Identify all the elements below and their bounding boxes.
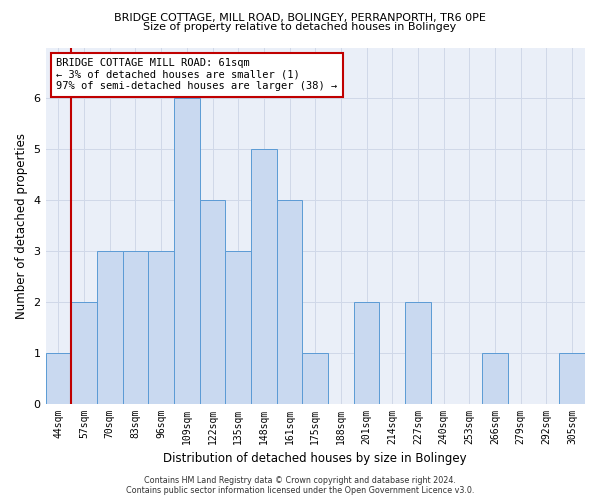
Bar <box>302 352 328 404</box>
X-axis label: Distribution of detached houses by size in Bolingey: Distribution of detached houses by size … <box>163 452 467 465</box>
Bar <box>122 251 148 404</box>
Bar <box>71 302 97 404</box>
Text: BRIDGE COTTAGE MILL ROAD: 61sqm
← 3% of detached houses are smaller (1)
97% of s: BRIDGE COTTAGE MILL ROAD: 61sqm ← 3% of … <box>56 58 338 92</box>
Text: Contains HM Land Registry data © Crown copyright and database right 2024.
Contai: Contains HM Land Registry data © Crown c… <box>126 476 474 495</box>
Bar <box>277 200 302 404</box>
Text: Size of property relative to detached houses in Bolingey: Size of property relative to detached ho… <box>143 22 457 32</box>
Bar <box>405 302 431 404</box>
Bar <box>251 149 277 404</box>
Bar <box>97 251 122 404</box>
Y-axis label: Number of detached properties: Number of detached properties <box>15 132 28 318</box>
Bar <box>46 352 71 404</box>
Bar <box>174 98 200 404</box>
Bar <box>482 352 508 404</box>
Bar <box>354 302 379 404</box>
Bar <box>148 251 174 404</box>
Text: BRIDGE COTTAGE, MILL ROAD, BOLINGEY, PERRANPORTH, TR6 0PE: BRIDGE COTTAGE, MILL ROAD, BOLINGEY, PER… <box>114 12 486 22</box>
Bar <box>559 352 585 404</box>
Bar <box>200 200 226 404</box>
Bar <box>226 251 251 404</box>
